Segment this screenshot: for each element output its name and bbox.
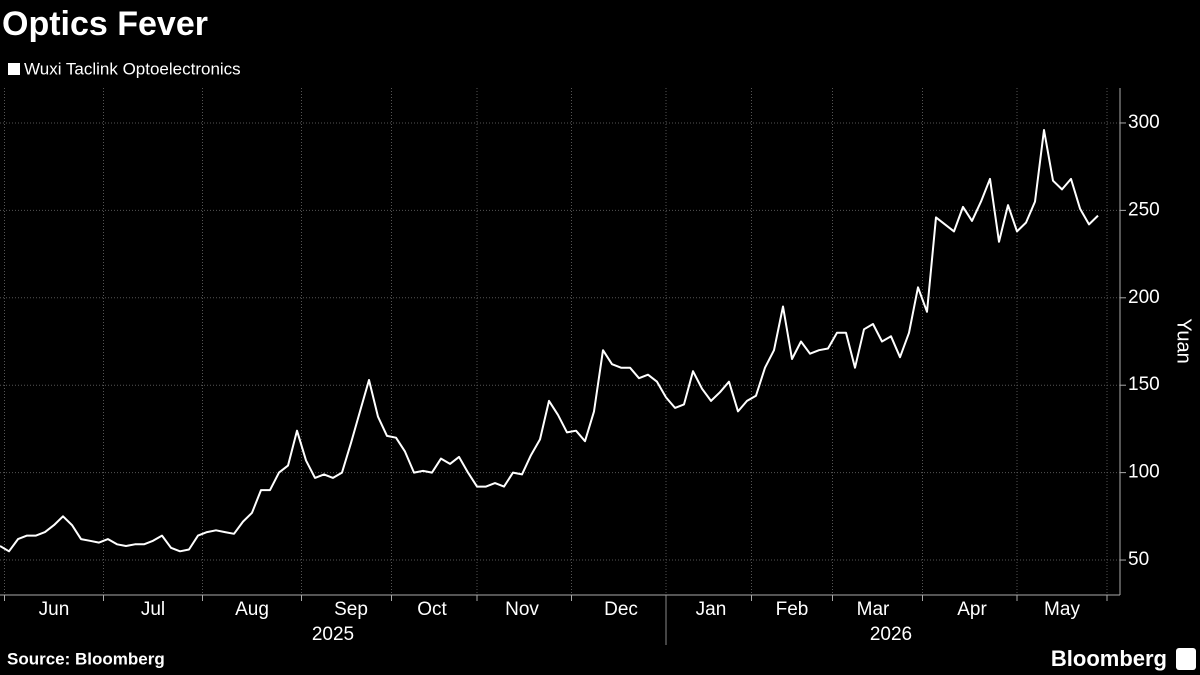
line-series — [0, 129, 1099, 553]
x-tick-label: May — [1044, 599, 1080, 620]
x-year-label: 2025 — [312, 624, 354, 645]
x-tick-label: Jul — [141, 599, 165, 620]
y-tick-label: 100 — [1128, 462, 1160, 483]
x-tick-label: Aug — [235, 599, 269, 620]
brand-logo: Bloomberg — [1051, 646, 1167, 671]
x-tick-label: Jun — [39, 599, 70, 620]
y-tick-label: 200 — [1128, 287, 1160, 308]
x-tick-label: Apr — [957, 599, 987, 620]
y-tick-label: 250 — [1128, 199, 1160, 220]
x-tick-label: Sep — [334, 599, 368, 620]
legend-swatch — [8, 63, 20, 75]
brand-icon — [1176, 648, 1196, 670]
x-tick-label: Oct — [417, 599, 447, 620]
x-tick-label: Nov — [505, 599, 539, 620]
y-axis-label: Yuan — [1173, 318, 1195, 364]
legend-label: Wuxi Taclink Optoelectronics — [24, 59, 241, 78]
x-year-label: 2026 — [870, 624, 912, 645]
y-tick-label: 300 — [1128, 112, 1160, 133]
chart-title: Optics Fever — [2, 5, 208, 43]
y-tick-label: 50 — [1128, 549, 1149, 570]
x-tick-label: Feb — [776, 599, 809, 620]
x-tick-label: Jan — [696, 599, 727, 620]
x-tick-label: Dec — [604, 599, 638, 620]
source: Source: Bloomberg — [7, 649, 165, 668]
x-tick-label: Mar — [857, 599, 890, 620]
y-tick-label: 150 — [1128, 374, 1160, 395]
